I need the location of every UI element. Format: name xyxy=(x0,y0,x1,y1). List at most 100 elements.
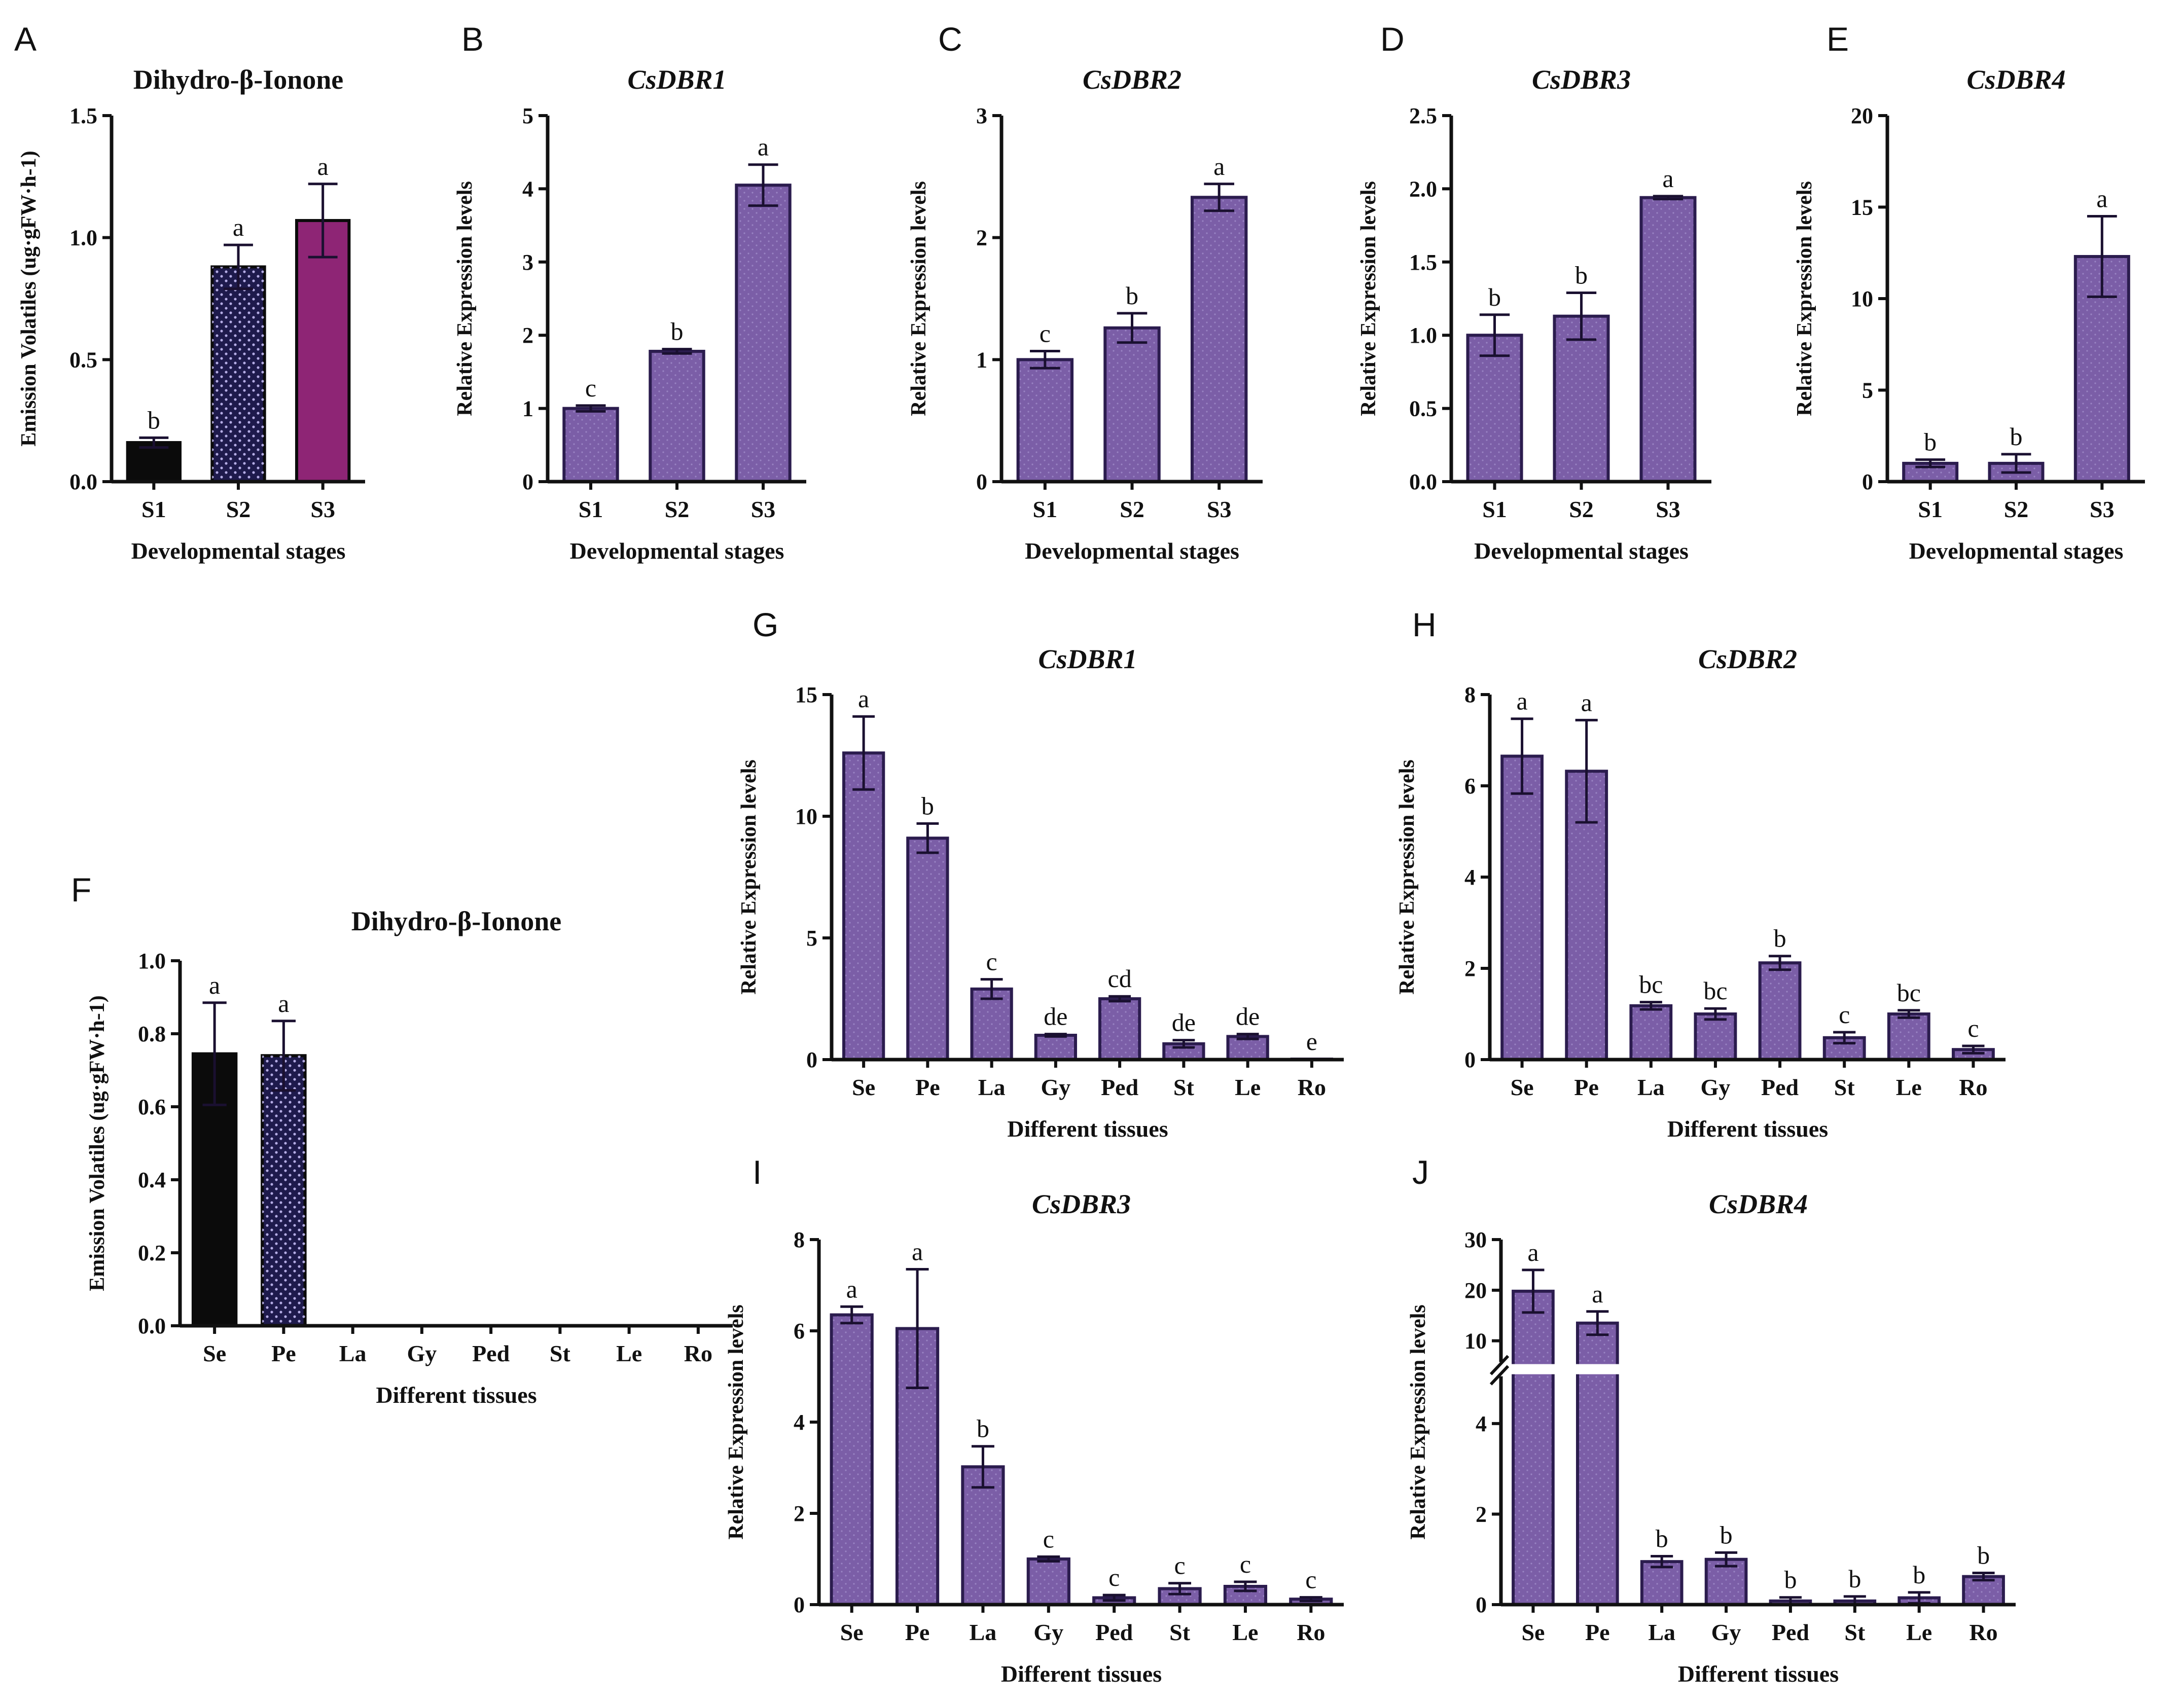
y-tick-label: 2 xyxy=(1464,956,1476,981)
significance-label: c xyxy=(1108,1563,1120,1591)
panel-D: CsDBR3 Db S1 b S2 a S3 0.0 0.5 1.0 1.5 2.0 2.5 Develo… xyxy=(1357,20,1711,564)
y-tick-label: 0.4 xyxy=(138,1168,166,1192)
chart-title: CsDBR3 xyxy=(1532,64,1631,95)
x-tick-label: Le xyxy=(616,1340,642,1366)
panel-letter: C xyxy=(938,20,962,58)
bar-S3 xyxy=(295,219,351,483)
x-axis-label: Developmental stages xyxy=(570,538,784,564)
chart-title: CsDBR3 xyxy=(1032,1189,1131,1219)
significance-label: bc xyxy=(1703,976,1727,1005)
bar-S1 xyxy=(1016,358,1074,483)
x-tick-label: Se xyxy=(852,1074,875,1100)
y-tick-label: 5 xyxy=(806,926,817,951)
bar-Gy xyxy=(1034,1034,1078,1061)
y-tick-label: 0 xyxy=(1862,469,1873,494)
y-tick-label: 0 xyxy=(1476,1592,1487,1617)
bar-Se xyxy=(1512,1289,1555,1607)
significance-label: a xyxy=(317,152,329,180)
panel-G: CsDBR1 Ga Se b Pe c La de Gy cd Ped de St de Le e Ro 0 5 10… xyxy=(737,606,1344,1142)
y-tick-label: 15 xyxy=(795,682,817,707)
error-bar-S1 xyxy=(1915,458,1946,468)
y-tick-label: 30 xyxy=(1464,1227,1487,1252)
error-bar-S2 xyxy=(224,243,253,291)
x-axis-label: Developmental stages xyxy=(1474,538,1689,564)
x-tick-label: Ped xyxy=(472,1340,510,1366)
bar-Le xyxy=(1887,1012,1930,1061)
x-tick-label: Gy xyxy=(1033,1619,1063,1645)
error-bar-Se xyxy=(202,1001,227,1106)
y-tick-label: 1.0 xyxy=(1409,323,1437,348)
x-tick-label: Ped xyxy=(1772,1619,1810,1645)
error-bar-Gy xyxy=(1037,1555,1060,1563)
bar-La xyxy=(1629,1004,1673,1062)
chart-title: Dihydro-β-Ionone xyxy=(351,906,562,936)
panel-F: Dihydro-β-Ionone Fa Se a Pe La Gy Ped St Le Ro 0.0 0… xyxy=(71,871,733,1408)
bar-Ped xyxy=(1758,961,1802,1061)
error-bar-S3 xyxy=(308,183,338,259)
significance-label: c xyxy=(1967,1014,1979,1042)
y-tick-label: 0.0 xyxy=(138,1314,166,1338)
bar-Ped xyxy=(1098,997,1141,1061)
significance-label: b xyxy=(1575,261,1588,289)
x-axis-label: Different tissues xyxy=(376,1382,536,1408)
panel-letter: I xyxy=(753,1153,762,1191)
y-tick-label: 4 xyxy=(1464,865,1476,890)
bar-break-band xyxy=(1575,1364,1620,1374)
significance-label: b xyxy=(1977,1541,1990,1570)
y-tick-label: 6 xyxy=(1464,774,1476,799)
x-tick-label: S3 xyxy=(751,496,776,522)
x-tick-label: Ped xyxy=(1101,1074,1139,1100)
x-tick-label: Ro xyxy=(1969,1619,1997,1645)
panel-J: CsDBR4 Ja Se a Pe b La b Gy b Ped b St b Le b Ro 0 2 4 10 20 3… xyxy=(1407,1153,2016,1687)
significance-label: cd xyxy=(1108,964,1132,993)
x-tick-label: Se xyxy=(1511,1074,1534,1100)
bar-Se xyxy=(842,751,885,1061)
y-tick-label: 8 xyxy=(794,1227,805,1252)
y-axis-label: Relative Expression levels xyxy=(1407,1304,1430,1540)
x-tick-label: S1 xyxy=(141,496,166,522)
significance-label: a xyxy=(2096,185,2107,213)
error-bar-Le xyxy=(1897,1009,1920,1019)
error-bar-Le xyxy=(1234,1580,1257,1592)
y-tick-label: 1.5 xyxy=(69,103,97,128)
x-tick-label: S2 xyxy=(665,496,690,522)
panel-letter: F xyxy=(71,871,91,909)
significance-label: c xyxy=(1240,1550,1251,1578)
bar-Gy xyxy=(1694,1012,1737,1061)
y-axis-label: Relative Expression levels xyxy=(737,759,761,995)
y-tick-label: 0 xyxy=(976,469,987,494)
y-tick-label: 1.5 xyxy=(1409,250,1437,275)
error-bar-S2 xyxy=(1117,312,1148,344)
panel-A: Dihydro-β-Ionone Ab S1 a S2 a S3 0.0 0.5 1.0 1.5 De… xyxy=(14,20,365,564)
x-tick-label: S1 xyxy=(1033,496,1058,522)
y-tick-label: 3 xyxy=(976,103,987,128)
y-tick-label: 20 xyxy=(1464,1278,1487,1303)
bar-break-band xyxy=(1511,1364,1555,1374)
panel-letter: B xyxy=(461,20,484,58)
significance-label: b xyxy=(148,406,160,434)
x-tick-label: Gy xyxy=(1701,1074,1731,1100)
y-tick-label: 2.0 xyxy=(1409,176,1437,201)
y-tick-label: 2 xyxy=(794,1501,805,1526)
y-axis-label: Relative Expression levels xyxy=(1793,181,1816,416)
panel-E: CsDBR4 Eb S1 b S2 a S3 0 5 10 15 20 Developmental st… xyxy=(1793,20,2145,564)
significance-label: b xyxy=(1913,1561,1925,1589)
significance-label: de xyxy=(1044,1002,1067,1031)
error-bar-Pe xyxy=(1586,1310,1609,1336)
bar-Gy xyxy=(1026,1557,1070,1606)
error-bar-Ro xyxy=(1972,1572,1995,1582)
x-axis-label: Developmental stages xyxy=(1909,538,2124,564)
significance-label: a xyxy=(1516,687,1527,715)
bar-S3 xyxy=(1190,196,1248,484)
significance-label: b xyxy=(1488,283,1501,311)
bar-S1 xyxy=(562,407,619,483)
y-tick-label: 4 xyxy=(522,176,533,201)
error-bar-S3 xyxy=(1653,195,1684,201)
x-tick-label: S1 xyxy=(579,496,603,522)
error-bar-S1 xyxy=(139,436,169,449)
error-bar-Se xyxy=(1511,717,1533,795)
significance-label: bc xyxy=(1897,978,1921,1007)
y-tick-label: 1 xyxy=(976,347,987,372)
y-tick-label: 0.5 xyxy=(1409,396,1437,421)
